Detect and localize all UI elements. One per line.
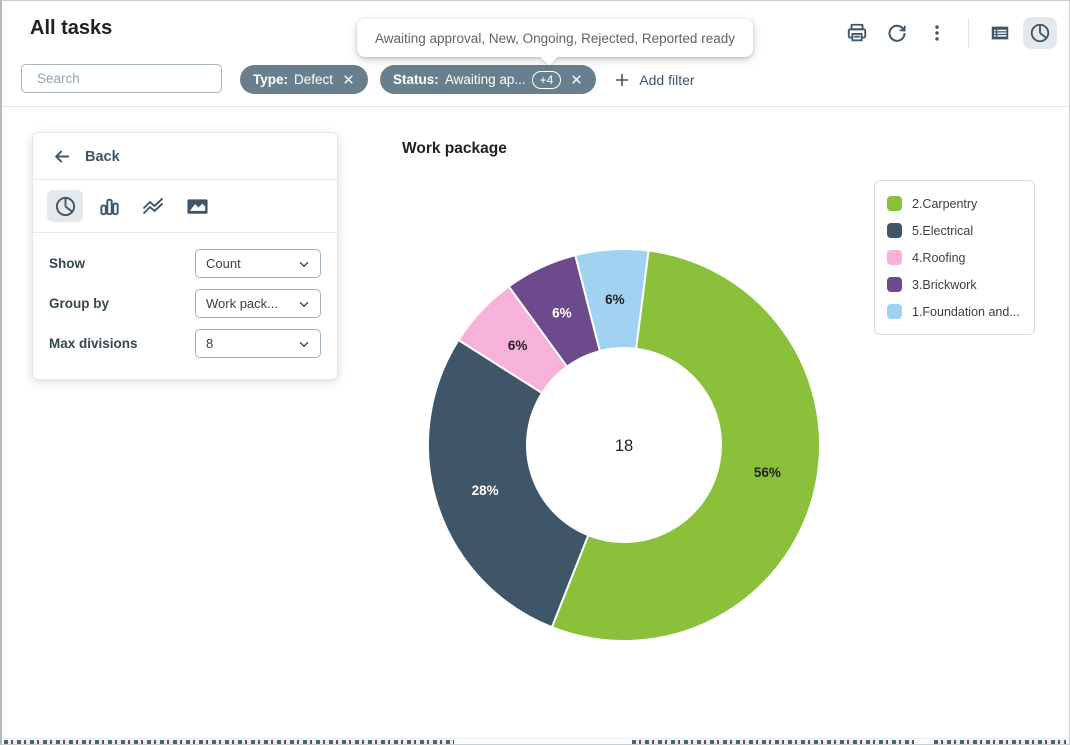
pie-chart-icon [55,196,75,216]
table-view-button[interactable] [983,17,1017,49]
chip-label: Type: [253,72,289,87]
back-arrow-icon [54,150,69,163]
search-input[interactable] [37,71,214,86]
slice-percent-label: 56% [754,465,781,480]
donut-slice[interactable] [427,338,590,629]
max-divisions-select-value: 8 [206,336,214,351]
max-divisions-select[interactable]: 8 [195,329,321,358]
status-filter-tooltip: Awaiting approval, New, Ongoing, Rejecte… [357,19,753,57]
legend-item: 5.Electrical [887,217,1022,244]
pie-chart-type-button[interactable] [47,190,83,222]
legend-swatch [887,304,902,319]
table-view-icon [991,26,1009,40]
header-actions [840,17,1057,49]
group-by-field-row: Group by Work pack... [49,289,321,318]
tooltip-text: Awaiting approval, New, Ongoing, Rejecte… [375,30,735,46]
bar-chart-type-button[interactable] [91,190,127,222]
show-field-label: Show [49,256,85,271]
refresh-icon [888,24,906,42]
legend-label: 3.Brickwork [912,277,977,292]
print-button[interactable] [840,17,874,49]
chart-config-panel: Back [32,132,338,380]
plus-icon [616,73,629,86]
chip-label: Status: [393,72,439,87]
line-chart-icon [142,197,164,215]
chevron-down-icon [299,261,309,267]
donut-center-total: 18 [615,437,633,455]
legend-item: 2.Carpentry [887,190,1022,217]
chart-config-form: Show Count Group by Work pack... Max div… [33,233,337,379]
chart-type-selector [33,180,337,233]
slice-percent-label: 6% [605,292,625,307]
legend-label: 1.Foundation and... [912,304,1020,319]
chip-value: Defect [294,72,334,87]
status-overflow-badge[interactable]: +4 [531,70,562,89]
search-box[interactable] [21,64,222,93]
back-button[interactable]: Back [33,133,337,180]
chevron-down-icon [299,301,309,307]
chip-value: Awaiting ap... [444,72,526,87]
add-filter-label: Add filter [639,71,695,88]
chevron-down-icon [299,341,309,347]
page-title: All tasks [30,17,113,39]
show-select[interactable]: Count [195,249,321,278]
group-by-select-value: Work pack... [206,296,279,311]
legend-swatch [887,277,902,292]
clipped-text-fragment [934,740,1066,744]
legend-item: 1.Foundation and... [887,298,1022,325]
clipped-background-window [2,738,1069,744]
bar-chart-icon [99,198,119,215]
kebab-menu-icon [935,25,939,41]
legend-label: 4.Roofing [912,250,966,265]
pie-chart-view-button[interactable] [1023,17,1057,49]
legend-label: 2.Carpentry [912,196,978,211]
pie-chart-view-icon [1030,23,1050,43]
clipped-text-fragment [4,740,454,744]
max-divisions-field-label: Max divisions [49,336,138,351]
donut-chart[interactable]: 56% 28% 6% 6% 6% 18 [414,235,834,655]
close-icon [572,75,581,84]
header-divider [968,18,969,48]
print-icon [847,23,867,42]
donut-slice[interactable] [574,248,650,353]
area-chart-type-button[interactable] [179,190,215,222]
area-chart-icon [186,198,208,214]
filter-chip-type[interactable]: Type: Defect [240,65,369,94]
line-chart-type-button[interactable] [135,190,171,222]
show-select-value: Count [206,256,241,271]
more-options-button[interactable] [920,17,954,49]
legend-swatch [887,250,902,265]
filter-chip-status[interactable]: Status: Awaiting ap... +4 [380,65,597,94]
add-filter-button[interactable]: Add filter [614,71,695,88]
legend-swatch [887,223,902,238]
slice-percent-label: 28% [472,483,499,498]
legend-label: 5.Electrical [912,223,974,238]
chart-legend: 2.Carpentry 5.Electrical 4.Roofing 3.Brickw… [874,180,1035,335]
remove-status-filter-button[interactable] [567,71,585,89]
show-field-row: Show Count [49,249,321,278]
legend-item: 4.Roofing [887,244,1022,271]
header-bottom-divider [2,106,1069,107]
filter-row: Type: Defect Status: Awaiting ap... +4 A… [240,65,695,94]
legend-item: 3.Brickwork [887,271,1022,298]
legend-swatch [887,196,902,211]
group-by-field-label: Group by [49,296,109,311]
close-icon [343,75,353,84]
back-label: Back [85,148,120,165]
slice-percent-label: 6% [508,338,528,353]
donut-slice[interactable] [550,248,821,642]
remove-type-filter-button[interactable] [339,71,357,89]
refresh-button[interactable] [880,17,914,49]
clipped-text-fragment [632,740,914,744]
chart-title: Work package [402,140,507,157]
group-by-select[interactable]: Work pack... [195,289,321,318]
slice-percent-label: 6% [552,306,572,321]
max-divisions-field-row: Max divisions 8 [49,329,321,358]
